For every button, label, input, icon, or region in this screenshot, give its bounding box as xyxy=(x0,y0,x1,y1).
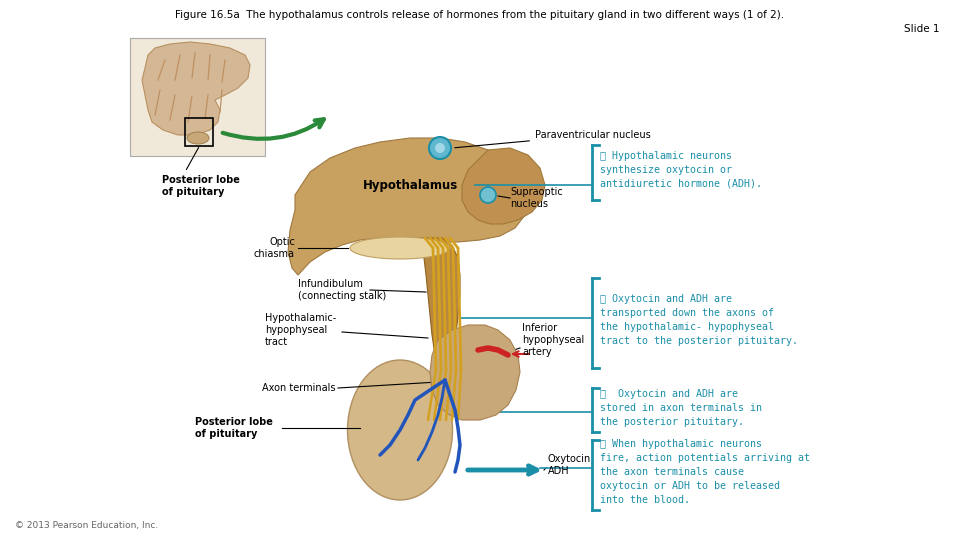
Text: Axon terminals: Axon terminals xyxy=(262,383,335,393)
Circle shape xyxy=(435,143,445,153)
Text: Posterior lobe
of pituitary: Posterior lobe of pituitary xyxy=(195,417,273,439)
Polygon shape xyxy=(142,42,250,135)
Polygon shape xyxy=(462,148,545,224)
Text: Figure 16.5a  The hypothalamus controls release of hormones from the pituitary g: Figure 16.5a The hypothalamus controls r… xyxy=(176,10,784,20)
Text: Paraventricular nucleus: Paraventricular nucleus xyxy=(455,130,651,148)
Text: Inferior
hypophyseal
artery: Inferior hypophyseal artery xyxy=(522,323,585,356)
Text: Infundibulum
(connecting stalk): Infundibulum (connecting stalk) xyxy=(298,279,386,301)
Text: © 2013 Pearson Education, Inc.: © 2013 Pearson Education, Inc. xyxy=(15,521,158,530)
Text: Slide 1: Slide 1 xyxy=(904,24,940,34)
Bar xyxy=(185,118,213,146)
Text: Hypothalamic-
hypophyseal
tract: Hypothalamic- hypophyseal tract xyxy=(265,313,336,347)
Circle shape xyxy=(429,137,451,159)
Polygon shape xyxy=(430,325,520,420)
Polygon shape xyxy=(390,238,460,370)
Ellipse shape xyxy=(350,237,450,259)
FancyBboxPatch shape xyxy=(130,38,265,156)
Ellipse shape xyxy=(348,360,452,500)
Text: ② Oxytocin and ADH are
transported down the axons of
the hypothalamic- hypophyse: ② Oxytocin and ADH are transported down … xyxy=(600,294,798,346)
Circle shape xyxy=(480,187,496,203)
Ellipse shape xyxy=(187,132,209,144)
Text: ④ When hypothalamic neurons
fire, action potentials arriving at
the axon termina: ④ When hypothalamic neurons fire, action… xyxy=(600,439,810,505)
Polygon shape xyxy=(288,138,528,275)
Text: Hypothalamus: Hypothalamus xyxy=(362,179,458,192)
Text: ③  Oxytocin and ADH are
stored in axon terminals in
the posterior pituitary.: ③ Oxytocin and ADH are stored in axon te… xyxy=(600,389,762,427)
Text: Oxytocin
ADH: Oxytocin ADH xyxy=(548,454,591,476)
Text: Supraoptic
nucleus: Supraoptic nucleus xyxy=(510,187,563,209)
Text: ① Hypothalamic neurons
synthesize oxytocin or
antidiuretic hormone (ADH).: ① Hypothalamic neurons synthesize oxytoc… xyxy=(600,151,762,189)
Text: Optic
chiasma: Optic chiasma xyxy=(254,237,295,259)
Text: Posterior lobe
of pituitary: Posterior lobe of pituitary xyxy=(162,175,240,197)
